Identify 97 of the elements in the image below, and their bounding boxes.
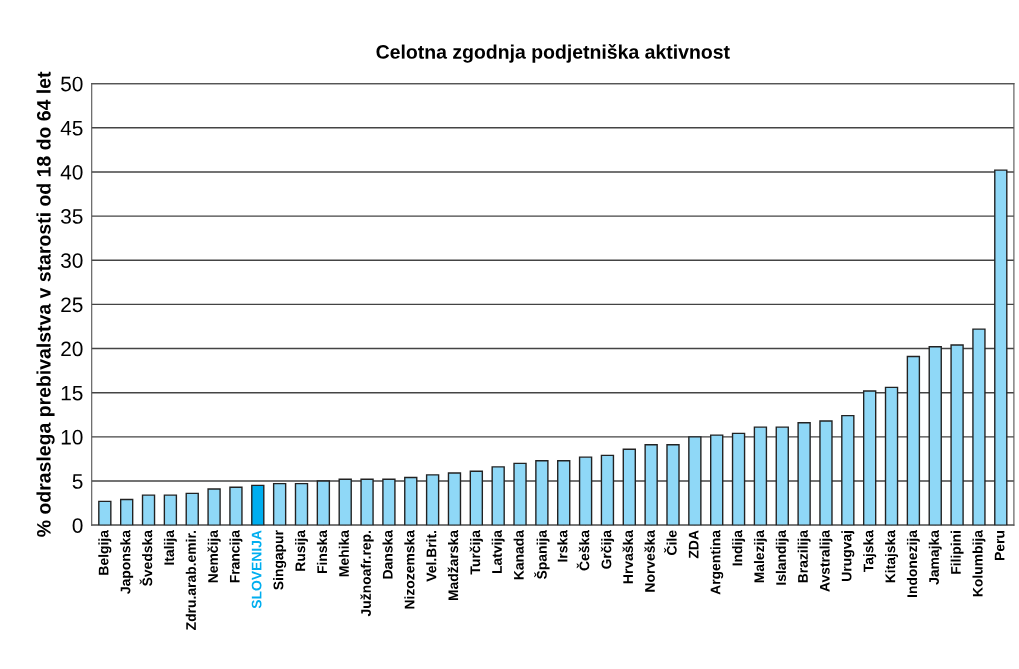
bar [710,434,724,526]
bar [469,470,484,526]
x-tick-label: Rusija [295,529,308,571]
bar [251,484,265,526]
y-tick-label: 0 [72,518,83,533]
bar [797,422,811,526]
bar [557,460,571,526]
x-tick-label: Kitajska [885,529,898,583]
bar [972,328,986,526]
x-tick-label: Urugvaj [841,531,855,581]
x-tick-label: Tajska [863,529,877,573]
bar [382,478,396,526]
y-tick-label: 25 [61,297,83,313]
x-tick-label: Indija [732,529,746,566]
x-tick-label: ZDA [688,530,699,559]
y-tick-label: 35 [61,209,83,224]
x-tick-label: Češka [576,529,590,571]
x-tick-label: Argentina [710,529,724,595]
bar [98,500,112,526]
bar [207,488,221,526]
x-tick-label: Malezija [753,529,767,583]
x-tick-label: Turčija [469,529,483,575]
bar [644,444,658,526]
x-tick-label: Finska [316,529,328,574]
y-tick-label: 10 [61,429,83,445]
bar [163,494,178,526]
bar [294,482,309,526]
x-tick-label: SLOVENIJA [251,530,262,609]
x-tick-label: Hrvaška [622,529,634,584]
x-tick-label: Brazilija [797,529,811,583]
x-tick-label: Mehika [338,529,349,577]
x-tick-label: Madžarska [447,529,459,601]
x-tick-label: Zdru.arab.emir. [185,530,196,630]
x-tick-label: Peru [994,530,1005,560]
x-tick-label: Indonezija [906,529,920,597]
bar [753,426,768,526]
bar [578,456,593,526]
bar [950,344,964,526]
y-tick-label: 5 [72,474,83,489]
y-tick-label: 20 [61,341,83,357]
x-tick-label: Grčija [600,529,615,569]
bar [928,346,942,526]
x-tick-label: Vel.Brit. [426,530,437,582]
x-tick-label: Španija [534,529,550,580]
chart-title: Celotna zgodnja podjetniška aktivnost [376,44,730,63]
bar [316,480,331,526]
bar [884,386,899,526]
bar [666,444,680,526]
y-tick-label: 50 [61,76,83,92]
x-tick-label: Filipini [950,531,964,574]
x-tick-label: Italija [163,529,177,565]
bar [491,466,505,526]
x-tick-label: Islandija [775,529,789,585]
y-tick-label: 15 [61,385,83,401]
bar [513,462,527,526]
bar [994,169,1008,526]
bar [447,472,462,526]
bar [141,494,156,526]
x-tick-label: Singapur [273,530,287,590]
bar [688,436,702,526]
bar [841,414,855,526]
y-tick-label: 40 [60,164,83,180]
y-axis-title: % odraslega prebivalstva v starosti od 18 do 64 let [36,71,55,537]
x-tick-label: Danska [382,529,393,579]
x-tick-label: Norveška [644,529,655,592]
bar [229,486,243,526]
bar [819,420,833,526]
x-tick-label: Avstralija [819,529,833,592]
bar [272,482,287,526]
bar [404,476,418,526]
bar [119,498,134,526]
x-tick-label: Čile [664,530,677,555]
x-tick-label: Švedska [139,529,153,586]
x-tick-label: Belgija [98,529,112,575]
y-tick-label: 45 [60,121,83,136]
x-tick-label: Jamajka [928,529,942,585]
x-tick-label: Južnoafr.rep. [360,530,374,617]
bar [775,426,789,526]
bar [622,448,636,526]
x-tick-label: Nizozemska [404,529,415,609]
y-tick-label: 30 [61,253,83,268]
x-tick-label: Francija [229,529,243,583]
x-tick-label: Latvija [491,529,505,574]
x-tick-label: Kolumbija [972,529,986,597]
bar [535,460,549,526]
x-tick-label: Nemčija [207,529,221,583]
bar [906,355,921,526]
bar [338,478,352,526]
bar [185,492,199,526]
x-tick-label: Irska [557,529,568,562]
bar [360,478,374,526]
x-tick-label: Japonska [120,529,134,594]
bar [731,432,746,526]
bar [862,390,877,526]
x-tick-label: Kanada [513,529,524,580]
bar [600,454,615,526]
bar [425,474,440,526]
